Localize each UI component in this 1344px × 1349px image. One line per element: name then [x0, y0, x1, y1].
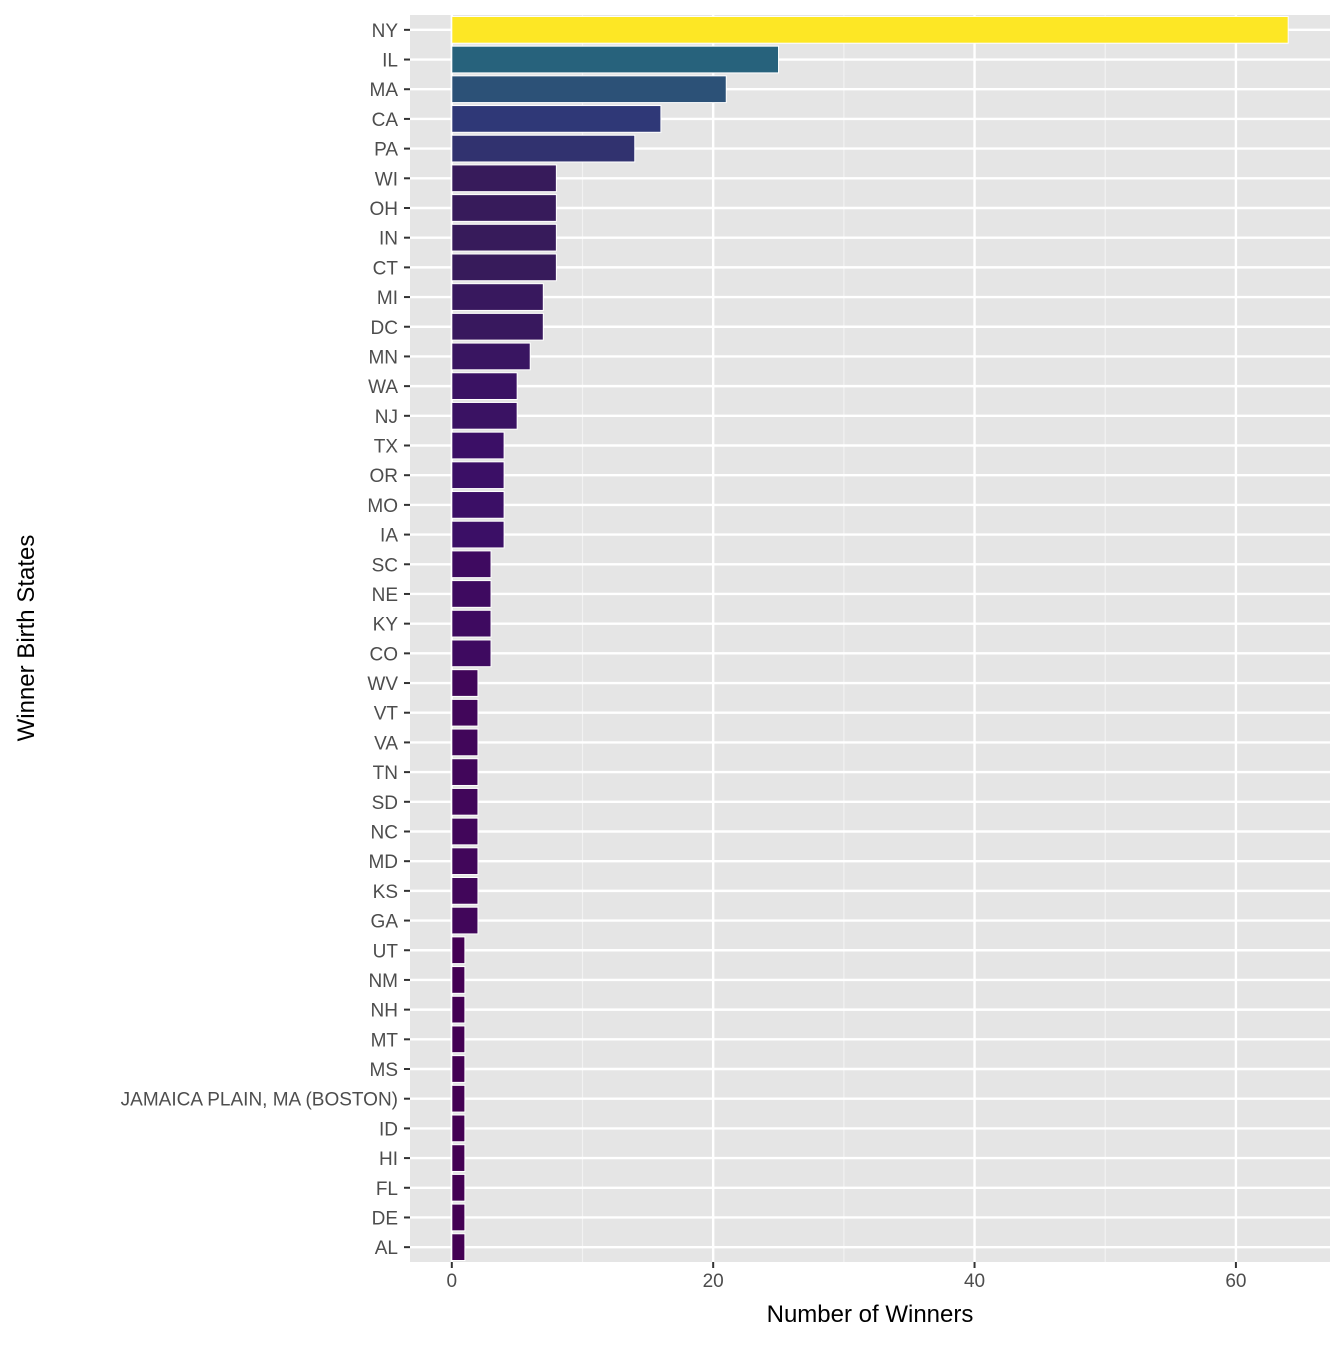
- bar-ne: [451, 580, 492, 608]
- bar-ga: [451, 906, 479, 935]
- y-tick-label: SC: [372, 555, 398, 576]
- y-tick-label: HI: [379, 1149, 398, 1170]
- bar-oh: [451, 194, 557, 222]
- y-tick-label: OH: [370, 199, 399, 220]
- bar-sc: [451, 550, 492, 579]
- y-tick-label: MO: [367, 496, 398, 517]
- bar-ct: [451, 253, 557, 282]
- bar-tx: [451, 431, 505, 460]
- bar-de: [451, 1203, 466, 1232]
- bar-mt: [451, 1025, 466, 1054]
- bar-hi: [451, 1144, 466, 1172]
- y-tick-label: SD: [372, 793, 398, 814]
- x-tick-label: 60: [1225, 1271, 1246, 1292]
- y-tick-label: DE: [372, 1208, 398, 1229]
- y-tick-label: MN: [368, 347, 398, 368]
- bar-fl: [451, 1173, 466, 1202]
- y-tick-label: IA: [380, 526, 398, 547]
- y-tick-label: IL: [382, 51, 398, 72]
- y-tick-label: KS: [373, 882, 398, 903]
- bar-md: [451, 847, 479, 876]
- y-tick-label: NY: [372, 21, 399, 42]
- bar-ut: [451, 936, 466, 965]
- y-tick-label: NM: [368, 971, 398, 992]
- bar-mo: [451, 491, 505, 519]
- y-tick-label: OR: [370, 466, 399, 487]
- bar-ia: [451, 520, 505, 549]
- bar-dc: [451, 312, 544, 341]
- bar-tn: [451, 758, 479, 786]
- plot-panel: [410, 15, 1330, 1262]
- y-tick-label: WI: [375, 169, 398, 190]
- bar-nh: [451, 995, 466, 1024]
- y-tick-label: FL: [376, 1179, 398, 1200]
- y-tick-label: MI: [377, 288, 398, 309]
- y-tick-label: CT: [373, 258, 399, 279]
- bar-co: [451, 639, 492, 668]
- y-tick-label: MS: [370, 1060, 399, 1081]
- x-axis-title: Number of Winners: [767, 1301, 974, 1328]
- y-tick-label: NE: [372, 585, 398, 606]
- bar-sd: [451, 787, 479, 816]
- x-tick-label: 40: [964, 1271, 985, 1292]
- y-tick-label: PA: [374, 140, 398, 161]
- y-tick-label: JAMAICA PLAIN, MA (BOSTON): [121, 1090, 398, 1111]
- y-tick-label: TX: [374, 437, 399, 458]
- y-tick-label: ID: [379, 1119, 398, 1140]
- y-tick-label: UT: [373, 941, 399, 962]
- y-tick-label: NJ: [375, 407, 398, 428]
- bar-ky: [451, 609, 492, 638]
- y-tick-label: MD: [368, 852, 398, 873]
- y-tick-label: KY: [373, 615, 399, 636]
- y-tick-label: IN: [379, 229, 398, 250]
- bar-va: [451, 728, 479, 757]
- y-tick-label: CA: [372, 110, 399, 131]
- bar-wa: [451, 372, 518, 400]
- y-tick-label: NC: [371, 822, 398, 843]
- bar-mn: [451, 342, 531, 371]
- x-tick-label: 0: [447, 1271, 458, 1292]
- y-tick-label: MA: [370, 80, 399, 101]
- y-tick-label: TN: [373, 763, 398, 784]
- bar-id: [451, 1114, 466, 1143]
- x-tick-label: 20: [703, 1271, 724, 1292]
- bar-vt: [451, 698, 479, 727]
- bar-ma: [451, 75, 727, 104]
- y-tick-label: DC: [371, 318, 398, 339]
- y-tick-label: MT: [371, 1030, 399, 1051]
- y-tick-label: GA: [371, 912, 399, 933]
- bar-wi: [451, 164, 557, 193]
- bar-al: [451, 1233, 466, 1262]
- bar-ca: [451, 105, 662, 133]
- bar-pa: [451, 134, 636, 163]
- bar-ny: [451, 15, 1289, 44]
- bar-il: [451, 45, 780, 74]
- y-tick-label: VA: [374, 733, 398, 754]
- bar-jamaica-plain-ma-boston-: [451, 1084, 466, 1113]
- bar-ms: [451, 1055, 466, 1083]
- y-tick-label: VT: [374, 704, 399, 725]
- bar-in: [451, 223, 557, 252]
- bar-nm: [451, 966, 466, 994]
- bar-or: [451, 461, 505, 490]
- y-tick-label: AL: [375, 1238, 398, 1259]
- bar-wv: [451, 669, 479, 697]
- y-tick-label: NH: [371, 1001, 398, 1022]
- bar-nj: [451, 401, 518, 430]
- y-tick-label: WA: [368, 377, 398, 398]
- bar-mi: [451, 283, 544, 311]
- y-tick-label: WV: [367, 674, 398, 695]
- y-axis-title: Winner Birth States: [13, 535, 40, 742]
- y-tick-label: CO: [370, 644, 399, 665]
- bar-ks: [451, 877, 479, 905]
- bar-nc: [451, 817, 479, 846]
